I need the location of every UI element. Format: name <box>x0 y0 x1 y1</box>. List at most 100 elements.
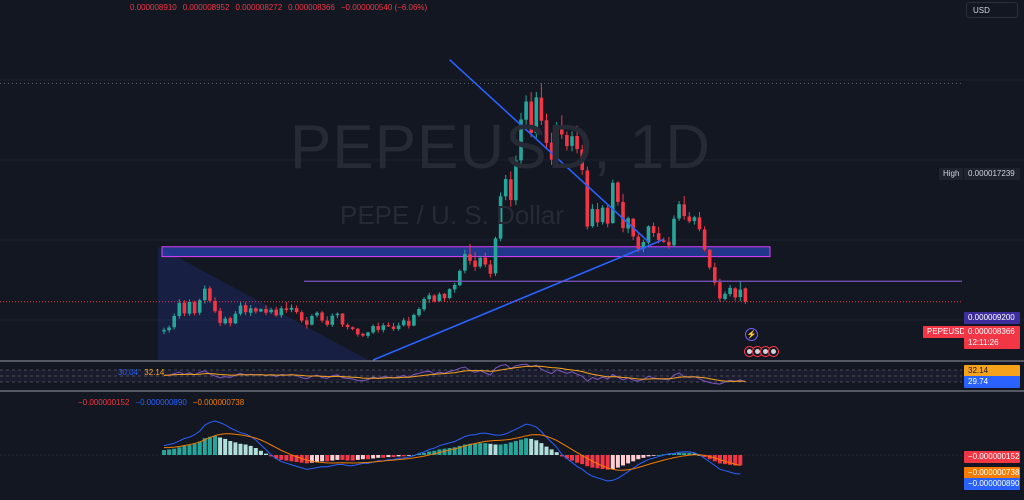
ohlc-legend: 0.000008910 0.000008952 0.000008272 0.00… <box>130 3 427 12</box>
candle <box>177 302 182 316</box>
candle <box>687 216 692 222</box>
candle <box>463 254 467 271</box>
candle <box>167 327 171 331</box>
candle <box>590 208 595 227</box>
candle <box>677 204 681 219</box>
candle <box>672 218 676 246</box>
macd-histogram-bar <box>610 455 615 469</box>
macd-histogram-bar <box>646 455 651 457</box>
candle <box>320 312 324 321</box>
macd-histogram-bar <box>488 443 493 455</box>
candle <box>498 196 503 239</box>
macd-histogram-bar <box>258 450 263 455</box>
candle <box>452 284 457 290</box>
candle <box>228 318 233 324</box>
macd-histogram-bar <box>666 453 671 455</box>
macd-histogram-bar <box>243 444 248 455</box>
macd-histogram-bar <box>376 455 381 458</box>
ohlc-change: −0.000000540 (−6.06%) <box>340 3 428 12</box>
macd-histogram-bar <box>182 445 187 455</box>
candle <box>509 179 513 200</box>
rsi-legend-value-b: 32.14 <box>144 368 165 377</box>
candle <box>713 267 717 283</box>
macd-histogram-bar <box>422 452 427 455</box>
macd-histogram-bar <box>457 445 462 455</box>
macd-histogram-bar <box>197 441 202 455</box>
candle <box>238 305 243 314</box>
macd-histogram-bar <box>575 455 580 463</box>
candle <box>223 318 227 324</box>
candle <box>218 310 222 323</box>
macd-histogram-bar <box>386 455 391 458</box>
candle <box>187 301 192 314</box>
macd-line-tag: −0.000000890 <box>964 478 1020 490</box>
candle <box>401 320 406 326</box>
macd-histogram-bar <box>682 452 687 455</box>
candle <box>208 288 212 301</box>
macd-legend: −0.000000152 −0.000000890 −0.000000738 <box>78 398 244 407</box>
candle <box>447 289 452 298</box>
candle <box>305 320 309 325</box>
candle <box>254 308 258 312</box>
macd-histogram-bar <box>631 455 636 462</box>
trendlines-layer[interactable] <box>372 59 665 361</box>
macd-histogram-bar <box>442 448 447 455</box>
macd-histogram-bar <box>452 447 457 455</box>
macd-signal-tag: −0.000000738 <box>964 467 1020 479</box>
candle <box>595 209 600 223</box>
candle <box>361 333 365 336</box>
event-flags[interactable] <box>744 346 779 357</box>
macd-histogram-bar <box>406 455 411 456</box>
rsi-legend: 30.04 32.14 <box>118 368 164 377</box>
macd-histogram-bar <box>207 436 212 455</box>
high-label: High <box>939 168 964 180</box>
macd-histogram-bar <box>707 455 712 460</box>
macd-histogram-bar <box>218 437 223 455</box>
macd-histogram-bar <box>320 455 325 462</box>
candle <box>325 320 329 325</box>
macd-histogram-bar <box>585 455 590 467</box>
macd-histogram-bar <box>498 444 503 455</box>
level-price-tag: 0.000009200 <box>964 312 1020 324</box>
candle <box>600 207 605 223</box>
candle <box>733 288 737 298</box>
candle <box>738 289 743 297</box>
candle <box>667 241 671 246</box>
macd-hist-tag: −0.000000152 <box>964 451 1020 463</box>
trendline <box>372 238 665 361</box>
candle <box>279 308 284 316</box>
candle <box>478 257 482 267</box>
triangle-drawing <box>158 246 368 360</box>
candle <box>570 136 574 146</box>
macd-histogram-bar <box>621 455 625 466</box>
candle <box>192 302 197 314</box>
macd-histogram-bar <box>264 453 268 455</box>
macd-histogram-bar <box>524 438 529 455</box>
candle <box>437 294 442 301</box>
macd-histogram-bar <box>493 444 498 455</box>
event-icon[interactable] <box>768 346 779 357</box>
macd-histogram-bar <box>274 455 279 459</box>
currency-button[interactable]: USD <box>966 2 1018 18</box>
macd-histogram-bar <box>202 438 207 455</box>
macd-histogram-bar <box>228 441 233 455</box>
trendline <box>449 59 650 243</box>
candle <box>391 326 396 329</box>
candle <box>728 287 732 295</box>
candle <box>356 328 360 335</box>
macd-histogram-bar <box>396 455 401 457</box>
macd-pane <box>0 420 962 482</box>
macd-legend-hist: −0.000000152 <box>78 398 130 407</box>
macd-histogram-bar <box>636 455 641 460</box>
candle <box>621 201 625 229</box>
candle <box>284 308 289 311</box>
candle <box>458 270 462 286</box>
candle <box>707 249 712 268</box>
lightning-icon[interactable]: ⚡ <box>745 328 758 341</box>
macd-histogram-bar <box>391 455 396 458</box>
macd-histogram-bar <box>330 455 335 461</box>
candle <box>646 226 651 243</box>
candle <box>264 309 268 313</box>
candle <box>213 300 217 312</box>
